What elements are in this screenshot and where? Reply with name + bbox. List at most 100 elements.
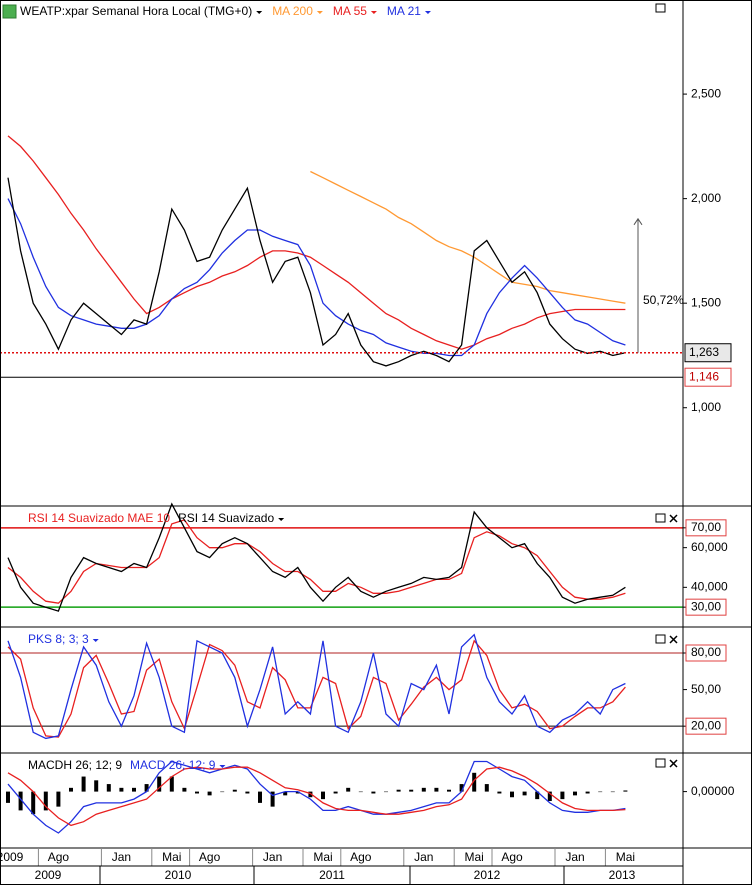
x-tick-label: Mai [465, 850, 484, 864]
x-tick-label: Jan [263, 850, 282, 864]
histogram-bar [598, 791, 603, 793]
histogram-bar [371, 791, 376, 794]
maximize-button[interactable] [655, 3, 666, 13]
histogram-bar [283, 791, 288, 796]
last-price-label: 1,263 [689, 345, 719, 359]
legend-entry[interactable]: MACD 26; 12; 9 [130, 758, 216, 772]
maximize-button[interactable] [655, 758, 666, 768]
histogram-bar [6, 791, 10, 803]
histogram-bar [132, 787, 136, 792]
histogram-bar [321, 791, 325, 800]
legend-entry[interactable]: RSI 14 Suavizado [178, 511, 274, 525]
maximize-button[interactable] [655, 634, 666, 644]
series-line [7, 766, 626, 827]
tick-box [685, 717, 727, 735]
histogram-bar [207, 791, 212, 796]
histogram-bar [434, 787, 439, 792]
y-tick-label: 50,00 [691, 682, 721, 696]
close-button[interactable] [669, 514, 678, 523]
year-label: 2010 [165, 868, 192, 882]
x-tick-label: Jan [112, 850, 131, 864]
year-label: 2013 [609, 868, 636, 882]
histogram-bar [535, 791, 540, 800]
series-line [7, 177, 626, 367]
legend-entry[interactable]: MA 55 [333, 4, 367, 18]
histogram-bar [308, 791, 313, 798]
y-tick-label: 0,00000 [691, 784, 735, 798]
histogram-bar [157, 776, 162, 792]
histogram-bar [510, 791, 514, 798]
histogram-bar [220, 791, 225, 793]
change-arrow [633, 217, 643, 353]
low-label: 1,146 [689, 369, 719, 383]
dropdown-arrow[interactable] [278, 518, 285, 521]
legend-entry[interactable]: WEATP:xpar Semanal Hora Local (TMG+0) [20, 4, 252, 18]
histogram-bar [18, 791, 23, 811]
legend-entry[interactable]: RSI 14 Suavizado MAE 10 [28, 511, 170, 525]
x-tick-label: 2009 [0, 850, 24, 864]
histogram-bar [396, 789, 401, 792]
y-tick-label: 2,000 [691, 191, 721, 205]
series-line [310, 170, 626, 304]
dropdown-arrow[interactable] [424, 11, 431, 14]
histogram-bar [346, 787, 351, 792]
legend-entry[interactable]: PKS 8; 3; 3 [28, 632, 89, 646]
histogram-bar [295, 791, 300, 794]
x-tick-label: Mai [162, 850, 181, 864]
y-tick-label: 1,000 [691, 400, 721, 414]
series-line [7, 639, 626, 738]
x-tick-label: Mai [616, 850, 635, 864]
change-label: 50,72% [643, 293, 684, 307]
histogram-bar [81, 776, 86, 792]
y-tick-label: 40,000 [691, 580, 728, 594]
maximize-button[interactable] [655, 513, 666, 523]
x-tick-label: Mai [313, 850, 332, 864]
dropdown-arrow[interactable] [92, 639, 99, 642]
last-price-box [684, 343, 732, 363]
x-tick-label: Ago [501, 850, 523, 864]
series-line [7, 519, 626, 604]
series-line [7, 135, 626, 350]
tick-box [685, 598, 727, 616]
histogram-bar [270, 791, 275, 807]
series-line [7, 633, 626, 740]
histogram-bar [358, 791, 363, 793]
histogram-bar [56, 791, 61, 807]
year-label: 2012 [474, 868, 501, 882]
histogram-bar [119, 787, 124, 792]
histogram-bar [144, 784, 149, 792]
histogram-bar [409, 789, 414, 792]
dropdown-arrow[interactable] [219, 765, 226, 768]
tick-box [685, 519, 727, 537]
dropdown-arrow[interactable] [370, 11, 377, 14]
histogram-bar [421, 787, 426, 792]
x-tick-label: Jan [414, 850, 433, 864]
legend-entry[interactable]: MA 21 [387, 4, 421, 18]
histogram-bar [94, 780, 99, 792]
legend-entry[interactable]: MA 200 [272, 4, 313, 18]
histogram-bar [232, 789, 237, 792]
dropdown-arrow[interactable] [316, 11, 323, 14]
y-tick-label: 2,500 [691, 86, 721, 100]
histogram-bar [585, 791, 590, 794]
x-tick-label: Ago [48, 850, 70, 864]
dropdown-arrow[interactable] [256, 11, 263, 14]
histogram-bar [31, 791, 36, 815]
y-tick-label: 60,000 [691, 540, 728, 554]
symbol-icon[interactable] [2, 4, 17, 19]
histogram-bar [43, 791, 48, 811]
histogram-bar [69, 787, 73, 792]
close-button[interactable] [669, 759, 678, 768]
histogram-bar [547, 791, 552, 801]
histogram-bar [484, 784, 489, 792]
x-tick-label: Jan [565, 850, 584, 864]
close-button[interactable] [669, 635, 678, 644]
histogram-bar [459, 784, 464, 792]
tick-box [685, 644, 727, 662]
y-tick-label: 30,00 [691, 599, 721, 613]
histogram-bar [245, 791, 250, 794]
legend-entry[interactable]: MACDH 26; 12; 9 [28, 758, 122, 772]
y-tick-label: 80,00 [691, 645, 721, 659]
series-line [7, 760, 626, 834]
